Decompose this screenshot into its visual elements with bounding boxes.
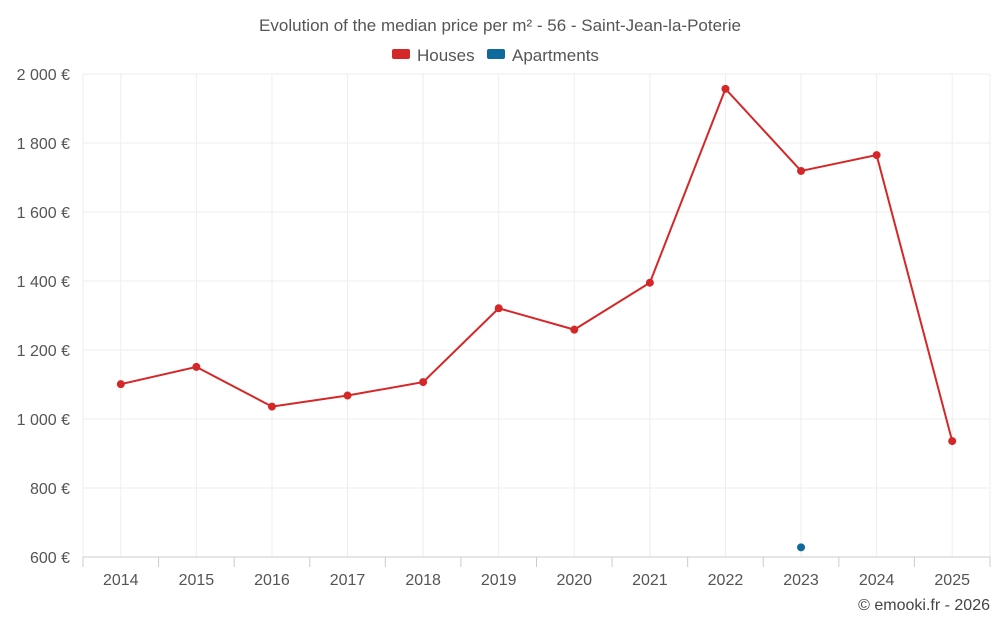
legend-swatch-houses	[392, 49, 410, 59]
series-layer	[116, 84, 957, 552]
y-tick-label: 1 000 €	[17, 412, 70, 429]
y-axis: 600 € 800 € 1 000 € 1 200 € 1 400 € 1 600 € 1 …	[17, 67, 70, 567]
x-tick-label: 2014	[103, 572, 139, 589]
data-point-houses-2021[interactable]	[645, 278, 654, 287]
x-tick-label: 2022	[708, 572, 744, 589]
y-tick-label: 600 €	[30, 550, 70, 567]
x-tick-label: 2021	[632, 572, 668, 589]
data-point-apartments-2023[interactable]	[797, 543, 806, 552]
data-point-houses-2016[interactable]	[267, 402, 276, 411]
y-tick-label: 1 400 €	[17, 274, 70, 291]
data-point-houses-2017[interactable]	[343, 391, 352, 400]
data-point-houses-2022[interactable]	[721, 84, 730, 93]
x-tick-label: 2016	[254, 572, 290, 589]
data-point-houses-2015[interactable]	[192, 362, 201, 371]
legend-swatch-apartments	[487, 49, 505, 59]
data-point-houses-2025[interactable]	[948, 437, 957, 446]
y-tick-label: 800 €	[30, 481, 70, 498]
legend-item-apartments[interactable]: Apartments	[487, 46, 599, 65]
x-tick-label: 2018	[405, 572, 441, 589]
y-tick-label: 1 200 €	[17, 343, 70, 360]
x-axis: 2014 2015 2016 2017 2018 2019 2020 2021 2022 2023…	[82, 556, 991, 589]
x-tick-label: 2015	[179, 572, 215, 589]
series-houses	[116, 84, 957, 446]
data-point-houses-2014[interactable]	[116, 380, 125, 389]
legend-label-apartments: Apartments	[512, 46, 599, 65]
data-point-houses-2023[interactable]	[797, 166, 806, 175]
x-tick-label: 2017	[330, 572, 366, 589]
x-tick-label: 2020	[556, 572, 592, 589]
legend-label-houses: Houses	[417, 46, 475, 65]
x-tick-label: 2023	[783, 572, 819, 589]
data-point-houses-2024[interactable]	[872, 151, 881, 160]
x-tick-label: 2024	[859, 572, 895, 589]
y-tick-label: 2 000 €	[17, 67, 70, 84]
x-tick-label: 2019	[481, 572, 517, 589]
chart-title: Evolution of the median price per m² - 5…	[259, 16, 741, 35]
data-point-houses-2020[interactable]	[570, 325, 579, 334]
series-apartments	[797, 543, 806, 552]
y-tick-label: 1 800 €	[17, 136, 70, 153]
legend[interactable]: Houses Apartments	[392, 46, 599, 65]
x-tick-label: 2025	[934, 572, 970, 589]
grid	[82, 73, 991, 557]
data-point-houses-2019[interactable]	[494, 304, 503, 313]
credit-text: © emooki.fr - 2026	[858, 597, 990, 614]
data-point-houses-2018[interactable]	[419, 378, 428, 387]
legend-item-houses[interactable]: Houses	[392, 46, 475, 65]
series-line-houses	[120, 86, 954, 442]
y-tick-label: 1 600 €	[17, 205, 70, 222]
